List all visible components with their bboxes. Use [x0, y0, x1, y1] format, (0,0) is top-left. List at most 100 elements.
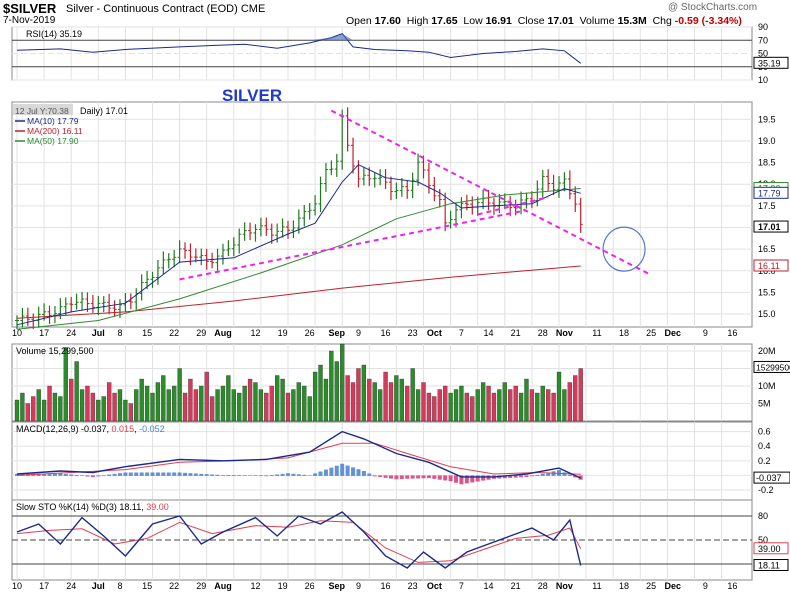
volume-bar — [172, 385, 177, 422]
trendline — [477, 196, 549, 216]
volume-bar — [291, 389, 296, 422]
x-axis-tick-label: 16 — [381, 581, 391, 591]
price-value-tag-text: 16.11 — [758, 261, 780, 271]
price-axis-tick: 15.0 — [758, 309, 776, 319]
macd-histogram-bar — [291, 473, 296, 476]
x-axis-tick-label: 28 — [538, 581, 548, 591]
volume-bar — [41, 399, 47, 422]
volume-bar — [546, 389, 551, 422]
x-axis-tick-label: 21 — [511, 581, 521, 591]
macd-axis-tick: 0.4 — [758, 441, 771, 451]
x-axis-tick-label: 8 — [117, 328, 122, 338]
volume-bar — [491, 392, 497, 422]
x-axis-tick-label: Jul — [92, 581, 105, 591]
volume-bar — [215, 389, 220, 422]
x-axis-tick-label: 26 — [305, 581, 315, 591]
macd-axis-tick: 0.2 — [758, 456, 771, 466]
macd-histogram-bar — [188, 473, 193, 476]
macd-signal-line — [16, 442, 581, 476]
volume-bar — [144, 385, 150, 422]
volume-bar — [307, 396, 312, 422]
macd-histogram-bar — [275, 474, 280, 476]
x-axis-tick-label: 29 — [196, 581, 206, 591]
macd-histogram-bar — [329, 467, 334, 476]
macd-histogram-bar — [161, 472, 166, 476]
volume-axis-tick: 5M — [758, 399, 771, 409]
macd-histogram-bar — [166, 472, 171, 476]
volume-bar — [31, 396, 36, 422]
price-value-tag-text: 17.01 — [758, 222, 781, 232]
volume-bar — [47, 385, 52, 422]
macd-histogram-bar — [36, 473, 41, 476]
macd-histogram-bar — [134, 472, 139, 476]
x-axis-tick-label: 12 — [250, 581, 260, 591]
volume-bar — [199, 385, 204, 422]
macd-histogram-bar — [101, 475, 106, 476]
macd-histogram-bar — [215, 474, 220, 476]
trendline — [330, 109, 652, 276]
volume-bar — [356, 368, 361, 422]
macd-histogram-bar — [210, 474, 215, 476]
low-label: Low — [463, 15, 483, 27]
volume-bar — [453, 389, 459, 422]
macd-histogram-bar — [280, 473, 285, 476]
price-tooltip: 12 Jul Y:70.38 — [15, 106, 69, 116]
volume-bar — [247, 378, 253, 422]
macd-histogram-bar — [475, 475, 480, 482]
macd-histogram-bar — [128, 472, 133, 476]
volume-bar — [134, 389, 139, 422]
macd-histogram-bar — [242, 475, 247, 476]
volume-bar — [242, 385, 247, 422]
macd-histogram-bar — [296, 474, 301, 476]
x-axis-tick-label: 15 — [142, 328, 152, 338]
x-axis-tick-label: Dec — [665, 328, 682, 338]
rsi-axis-tick: 90 — [758, 22, 768, 32]
volume-bar — [578, 368, 583, 422]
macd-histogram-bar — [318, 471, 323, 476]
x-axis-tick-label: 26 — [305, 328, 315, 338]
x-axis-tick-label: Jul — [92, 328, 105, 338]
price-panel-title: SILVER — [222, 86, 282, 105]
macd-histogram-bar — [399, 475, 404, 480]
macd-histogram-bar — [405, 475, 410, 479]
volume-bar — [161, 375, 166, 422]
volume-bar — [415, 389, 421, 422]
volume-bar — [383, 371, 388, 422]
volume-bar — [226, 375, 231, 422]
volume-bar — [464, 392, 470, 422]
price-value-tag — [753, 186, 789, 199]
volume-bar — [562, 389, 567, 422]
volume-bar — [345, 375, 350, 422]
macd-histogram-bar — [513, 475, 518, 478]
volume-bar — [361, 364, 367, 422]
macd-histogram-bar — [459, 475, 464, 485]
volume-bar — [573, 375, 578, 422]
x-axis-tick-label: 19 — [278, 328, 288, 338]
macd-histogram-bar — [63, 473, 68, 476]
price-axis-tick: 16.5 — [758, 244, 776, 254]
sto-d-line — [16, 520, 582, 563]
x-axis-tick-label: 15 — [142, 581, 152, 591]
x-axis-tick-label: 17 — [39, 581, 49, 591]
rsi-label: RSI(14) 35.19 — [26, 29, 82, 39]
x-axis-tick-label: Nov — [556, 581, 573, 591]
x-axis-tick-label: 29 — [196, 328, 206, 338]
macd-axis-tick: 0.6 — [758, 427, 771, 437]
volume-bar — [63, 347, 68, 422]
x-axis-tick-label: Nov — [556, 328, 573, 338]
volume-bar — [296, 382, 301, 422]
volume-bar — [188, 378, 193, 422]
macd-histogram-bar — [437, 475, 442, 480]
volume-bar — [237, 392, 242, 422]
macd-line — [16, 430, 581, 479]
volume-bar — [350, 382, 356, 422]
x-axis-tick-label: 18 — [619, 328, 629, 338]
x-axis-tick-label: 28 — [538, 328, 548, 338]
macd-histogram-bar — [107, 474, 112, 476]
macd-histogram-bar — [524, 475, 529, 478]
macd-histogram-bar — [481, 475, 486, 481]
price-value-tag — [753, 259, 789, 272]
sto-d-value-tag — [753, 542, 789, 555]
macd-histogram-bar — [535, 474, 540, 476]
